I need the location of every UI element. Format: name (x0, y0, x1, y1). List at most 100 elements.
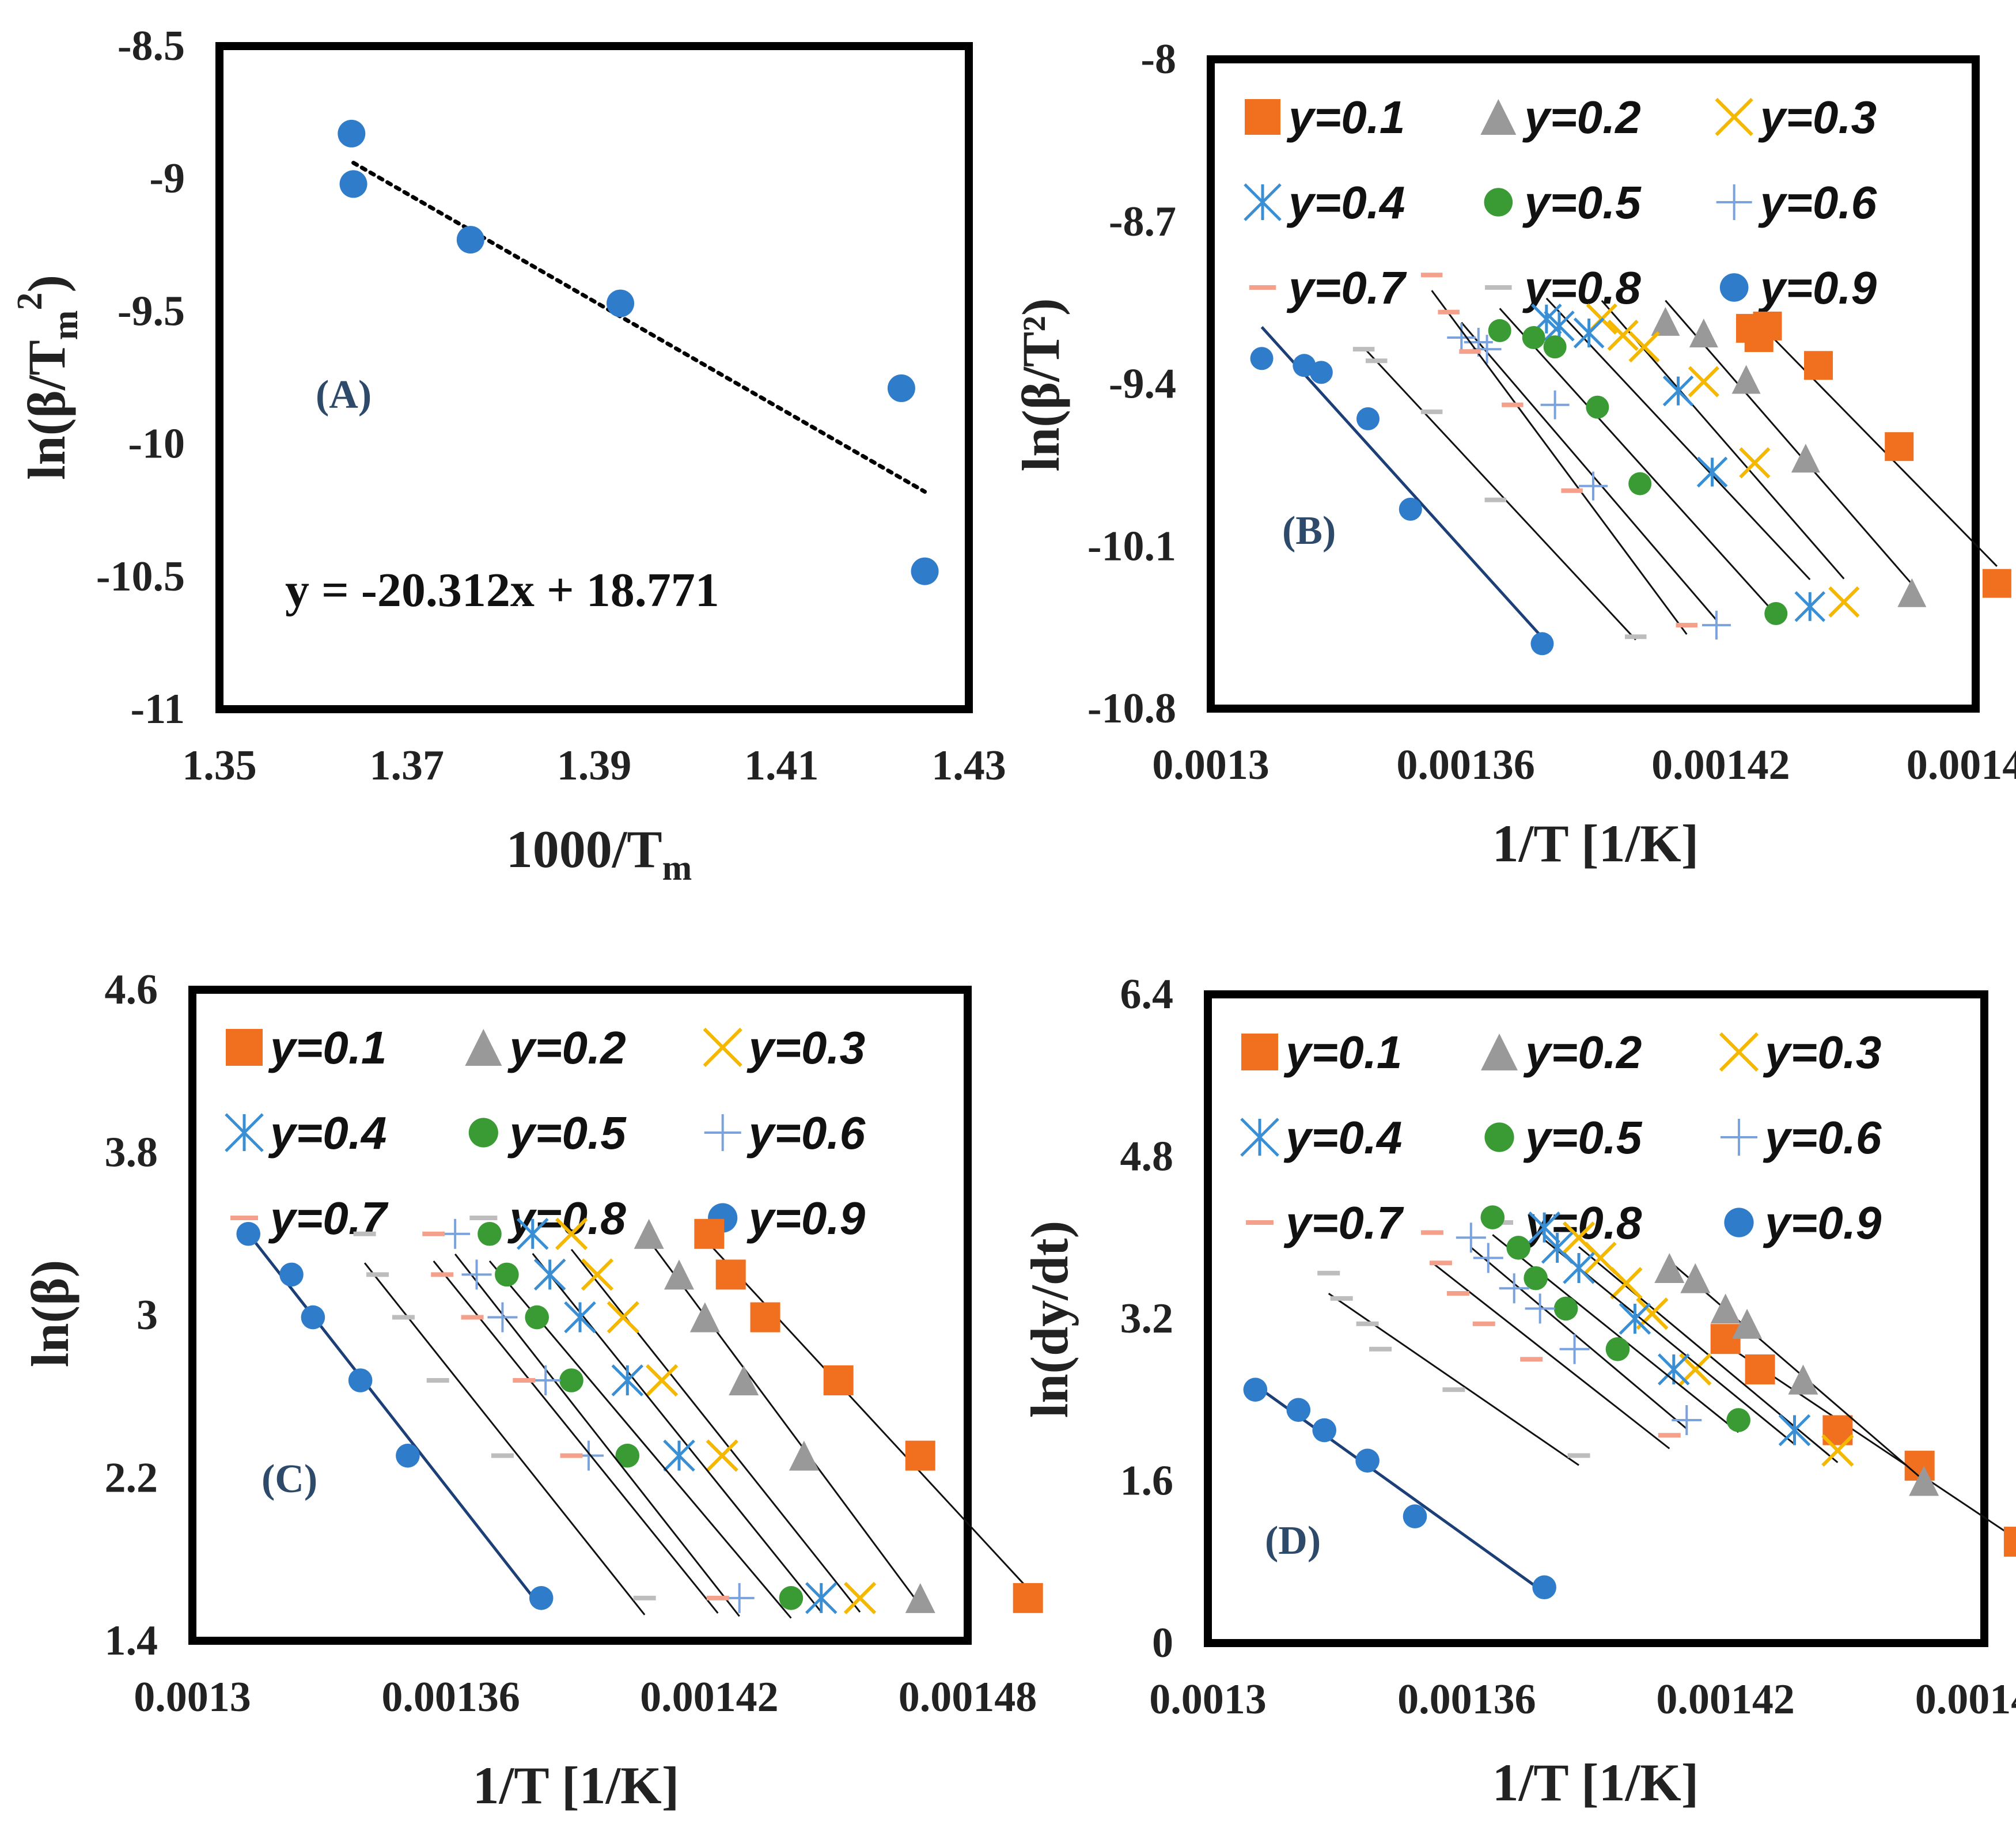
data-point (525, 1305, 550, 1330)
series-y-0_7 (1420, 273, 1698, 635)
series-y-0_3 (1586, 300, 1860, 618)
fit-line (708, 1243, 1029, 1589)
x-tick-label: 0.00148 (899, 1674, 1037, 1721)
panel-b-frame (1207, 55, 1980, 713)
data-point (1543, 335, 1567, 359)
legend-marker (468, 1118, 498, 1148)
data-point (789, 1440, 819, 1471)
data-point (1356, 407, 1380, 430)
panel-d-legend: y=0.1 y=0.2 y=0.3y=0.4 y=0.5 y=0.6y=0.7 y=0.8… (1240, 1027, 1882, 1248)
series-y-0_8 (1317, 1270, 1590, 1466)
series-y-0_6 (1456, 1223, 1702, 1435)
data-point (1447, 323, 1476, 352)
data-point (887, 374, 915, 402)
fit-line (1431, 1262, 1670, 1449)
data-point (634, 1218, 664, 1249)
panel-a-ylabel-main: ln(β/T (17, 340, 76, 480)
data-point (1352, 347, 1375, 352)
legend-label: y=0.6 (746, 1107, 866, 1159)
panel-d-ticks: 0.0013 0.00136 0.00142 0.00148 6.4 4.8 3.2 1.6 0 (1120, 971, 2016, 1723)
data-point (564, 1301, 596, 1334)
x-tick-label: 1.35 (182, 742, 257, 789)
y-tick-label: 4.8 (1120, 1133, 1174, 1180)
data-point (2003, 1527, 2016, 1557)
data-point (1672, 1405, 1702, 1435)
panel-a-ylabel: ln(β/Tm2) (10, 275, 85, 480)
panel-d-label: (D) (1265, 1519, 1321, 1563)
data-point (1662, 375, 1694, 407)
data-point (1563, 1252, 1595, 1284)
data-point (1399, 497, 1422, 521)
fit-line (1431, 290, 1688, 635)
panel-a: (A) y = -20.312x + 18.771 1.35 1.37 1.39 1.… (10, 22, 1006, 888)
fit-line (1499, 308, 1777, 615)
panel-b-marks (1250, 273, 2011, 656)
fit-line (1461, 321, 1718, 621)
data-point (513, 1378, 536, 1383)
y-tick-label: -8.7 (1109, 198, 1176, 245)
data-point (1243, 1377, 1268, 1402)
y-tick-label: 1.4 (105, 1617, 158, 1664)
series-y-0_6 (440, 1218, 755, 1617)
panel-a-xlabel-sub: m (662, 849, 692, 888)
data-point (1689, 318, 1718, 347)
x-tick-label: 0.00142 (1651, 741, 1790, 789)
data-point (560, 1453, 583, 1458)
series-y-0_4 (1528, 1211, 1811, 1447)
data-point (1488, 319, 1511, 342)
data-point (339, 170, 367, 198)
fit-line (570, 1248, 861, 1613)
data-point (1438, 309, 1460, 315)
legend-marker (1240, 1118, 1279, 1157)
fit-line (1492, 1234, 1740, 1433)
y-tick-label: -9.5 (118, 287, 185, 335)
series-y-0_4 (516, 1217, 838, 1614)
data-point (1739, 447, 1771, 479)
data-point (1788, 1364, 1818, 1395)
data-point (1446, 1291, 1469, 1296)
legend-label: y=0.3 (746, 1022, 865, 1073)
data-point (530, 1365, 561, 1395)
data-point (1553, 1296, 1578, 1321)
panel-b-label: (B) (1282, 509, 1336, 553)
data-point (724, 1583, 755, 1613)
series-y-0_8 (353, 1231, 656, 1615)
legend-label: y=0.2 (507, 1022, 626, 1073)
fit-line (247, 1232, 543, 1609)
x-tick-label: 0.00136 (381, 1674, 520, 1721)
legend-label: y=0.7 (1283, 1197, 1404, 1248)
series-y-0_5 (1480, 1205, 1750, 1433)
legend-marker (1724, 1208, 1754, 1237)
legend-label: y=0.3 (1763, 1027, 1881, 1078)
legend-label: y=0.9 (746, 1193, 866, 1244)
data-point (1309, 361, 1333, 384)
data-point (1013, 1583, 1043, 1613)
data-point (1369, 1346, 1392, 1352)
legend-marker (1716, 184, 1752, 220)
data-point (633, 1595, 656, 1600)
data-point (645, 1364, 679, 1397)
y-tick-label: -8 (1140, 36, 1176, 83)
legend-marker (1481, 1034, 1518, 1070)
data-point (1885, 432, 1914, 461)
data-point (1753, 311, 1782, 340)
y-tick-label: 2.2 (105, 1455, 158, 1502)
data-point (529, 1586, 554, 1610)
series-y-0_8 (1352, 347, 1647, 641)
legend-marker (1719, 273, 1749, 302)
data-point (1520, 1357, 1543, 1362)
data-point (533, 1258, 566, 1291)
y-tick-label: 3 (137, 1292, 158, 1339)
data-point (422, 1231, 445, 1236)
data-point (1532, 1575, 1556, 1600)
data-point (1573, 317, 1605, 349)
data-point (1726, 1408, 1750, 1432)
data-point (1442, 1387, 1465, 1392)
x-tick-label: 0.00148 (1915, 1676, 2016, 1723)
legend-marker (1484, 1122, 1514, 1152)
data-point (1317, 1270, 1340, 1276)
y-tick-label: 3.8 (105, 1129, 158, 1176)
fit-line (1749, 314, 1998, 567)
legend-marker (1244, 183, 1282, 221)
